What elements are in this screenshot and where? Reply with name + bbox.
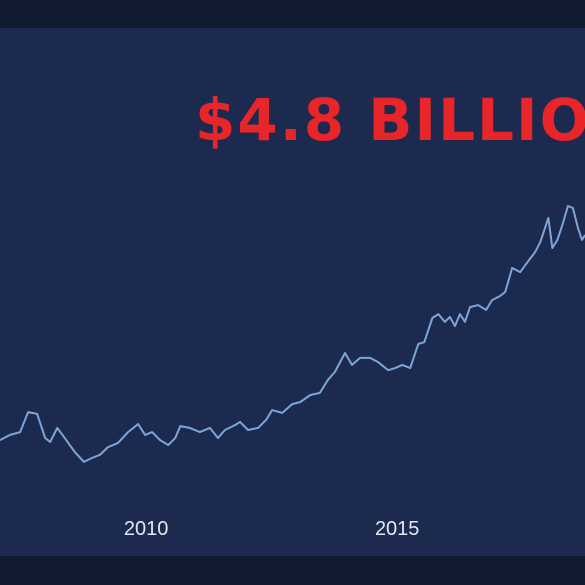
plot-background (0, 28, 585, 556)
x-tick-label: 2010 (124, 518, 169, 540)
line-series (0, 205, 585, 463)
x-tick-label: 2015 (375, 518, 420, 540)
annotation: $4.8 BILLION (195, 86, 585, 154)
